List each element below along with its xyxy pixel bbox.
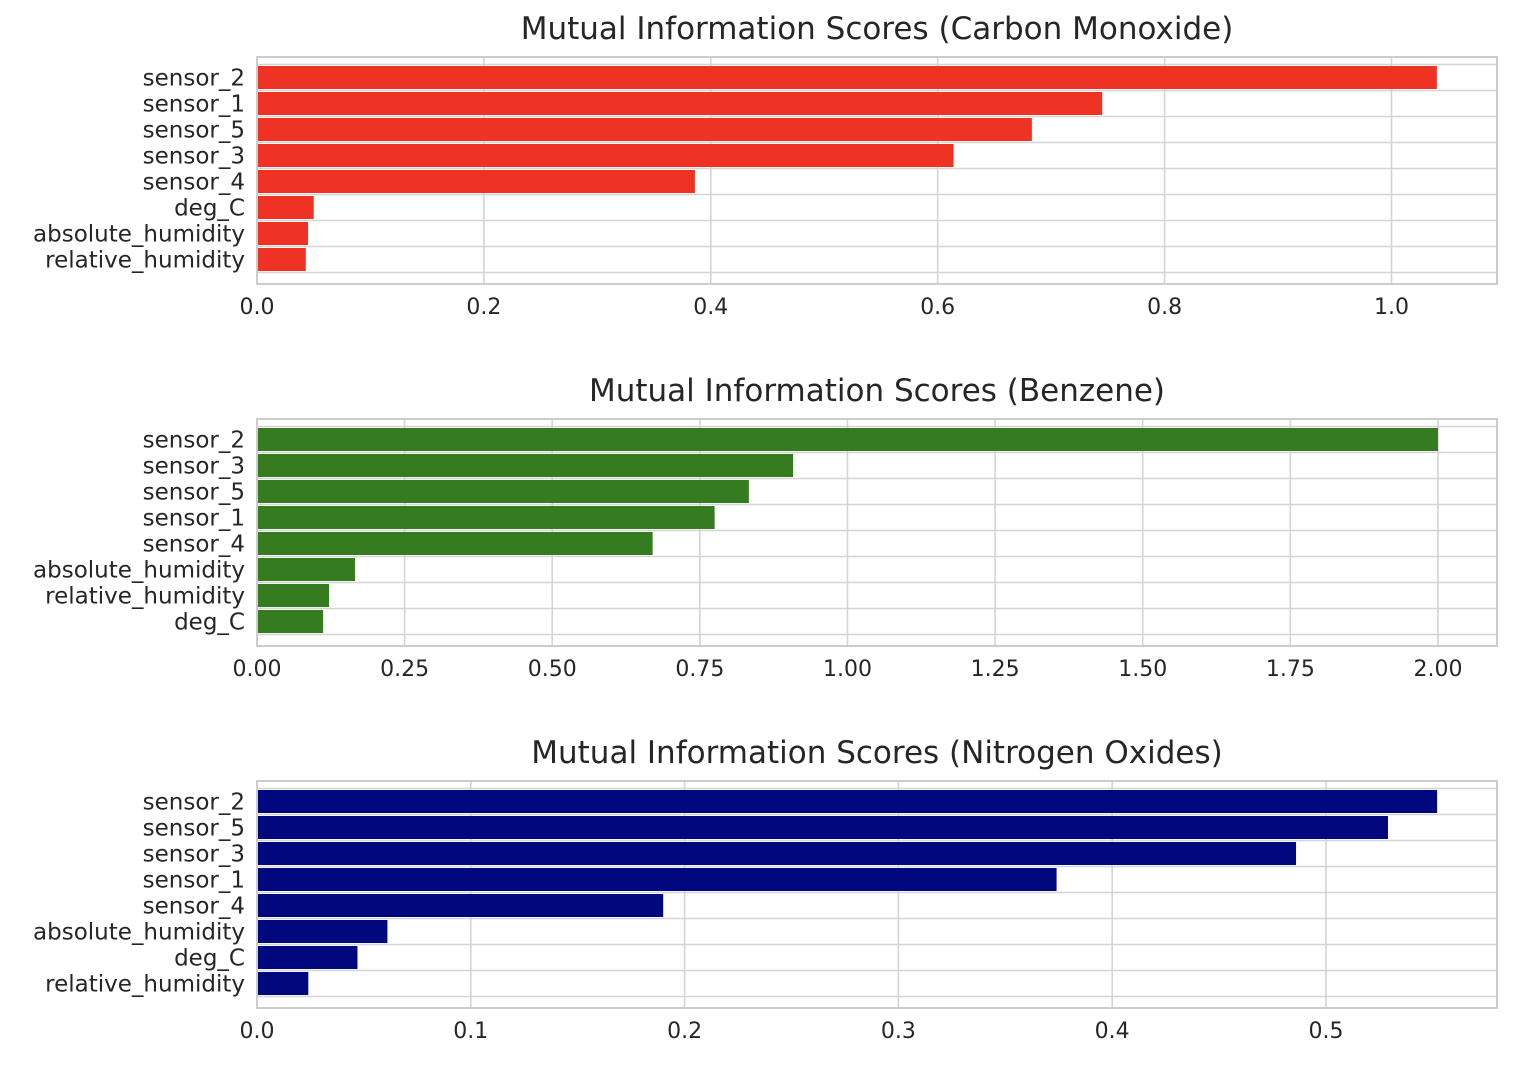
x-tick-label: 1.0 <box>1374 295 1409 320</box>
y-tick-label: absolute_humidity <box>33 222 245 248</box>
y-tick-label: deg_C <box>174 946 245 972</box>
bar-sensor-1 <box>257 868 1057 891</box>
x-tick-label: 0.50 <box>528 657 577 682</box>
y-tick-label: sensor_4 <box>143 894 245 920</box>
bar-sensor-3 <box>257 842 1297 865</box>
axes-frame <box>256 56 1498 285</box>
x-tick-label: 0.0 <box>240 1019 275 1044</box>
x-tick-label: 1.25 <box>971 657 1020 682</box>
x-tick-label: 1.00 <box>823 657 872 682</box>
x-tick-label: 1.75 <box>1266 657 1315 682</box>
chart-title: Mutual Information Scores (Carbon Monoxi… <box>521 11 1234 47</box>
y-tick-label: deg_C <box>174 196 245 222</box>
y-tick-label: relative_humidity <box>45 248 245 274</box>
x-tick-label: 0.0 <box>240 295 275 320</box>
bar-sensor-2 <box>257 790 1438 813</box>
bar-relative-humidity <box>257 248 306 271</box>
y-tick-label: absolute_humidity <box>33 558 245 584</box>
bar-sensor-4 <box>257 532 653 555</box>
bar-absolute-humidity <box>257 920 388 943</box>
bar-deg-c <box>257 196 314 219</box>
x-tick-label: 2.00 <box>1413 657 1462 682</box>
bar-relative-humidity <box>257 584 330 607</box>
chart-title: Mutual Information Scores (Benzene) <box>589 373 1165 409</box>
y-tick-label: sensor_4 <box>143 532 245 558</box>
y-tick-label: relative_humidity <box>45 972 245 998</box>
x-tick-label: 0.6 <box>920 295 955 320</box>
bar-sensor-5 <box>257 816 1388 839</box>
bar-sensor-1 <box>257 92 1103 115</box>
x-tick-label: 0.4 <box>1095 1019 1130 1044</box>
y-tick-label: sensor_3 <box>143 842 245 868</box>
bar-sensor-5 <box>257 118 1032 141</box>
bar-sensor-4 <box>257 894 664 917</box>
x-tick-label: 0.8 <box>1147 295 1182 320</box>
chart-panel-1: Mutual Information Scores (Carbon Monoxi… <box>33 11 1498 320</box>
bar-absolute-humidity <box>257 558 356 581</box>
bar-deg-c <box>257 946 358 969</box>
y-tick-label: absolute_humidity <box>33 920 245 946</box>
bar-sensor-2 <box>257 428 1438 451</box>
y-tick-label: deg_C <box>174 610 245 636</box>
axes-frame <box>256 418 1498 647</box>
bar-deg-c <box>257 610 324 633</box>
y-tick-label: sensor_4 <box>143 170 245 196</box>
bar-sensor-1 <box>257 506 715 529</box>
x-tick-label: 0.00 <box>233 657 282 682</box>
bar-absolute-humidity <box>257 222 309 245</box>
axes-frame <box>256 780 1498 1009</box>
bar-sensor-2 <box>257 66 1437 89</box>
chart-title: Mutual Information Scores (Nitrogen Oxid… <box>531 735 1222 771</box>
chart-panel-3: Mutual Information Scores (Nitrogen Oxid… <box>33 735 1498 1044</box>
chart-panel-2: Mutual Information Scores (Benzene) 0.00 0… <box>33 373 1498 682</box>
y-tick-label: sensor_5 <box>143 118 245 144</box>
y-tick-label: sensor_5 <box>143 816 245 842</box>
bar-sensor-3 <box>257 144 954 167</box>
x-tick-label: 0.2 <box>466 295 501 320</box>
y-tick-label: sensor_2 <box>143 428 245 454</box>
x-tick-label: 0.3 <box>881 1019 916 1044</box>
y-tick-label: relative_humidity <box>45 584 245 610</box>
y-tick-label: sensor_2 <box>143 790 245 816</box>
x-tick-label: 0.4 <box>693 295 728 320</box>
y-tick-label: sensor_5 <box>143 480 245 506</box>
bar-relative-humidity <box>257 972 309 995</box>
y-tick-label: sensor_3 <box>143 144 245 170</box>
x-tick-label: 0.25 <box>380 657 429 682</box>
y-tick-label: sensor_1 <box>143 868 245 894</box>
y-tick-label: sensor_1 <box>143 506 245 532</box>
x-tick-label: 1.50 <box>1118 657 1167 682</box>
x-tick-label: 0.75 <box>675 657 724 682</box>
x-tick-label: 0.1 <box>453 1019 488 1044</box>
bar-sensor-3 <box>257 454 794 477</box>
x-tick-label: 0.5 <box>1308 1019 1343 1044</box>
bar-sensor-5 <box>257 480 749 503</box>
y-tick-label: sensor_3 <box>143 454 245 480</box>
x-tick-label: 0.2 <box>667 1019 702 1044</box>
bar-sensor-4 <box>257 170 695 193</box>
y-tick-label: sensor_2 <box>143 66 245 92</box>
y-tick-label: sensor_1 <box>143 92 245 118</box>
